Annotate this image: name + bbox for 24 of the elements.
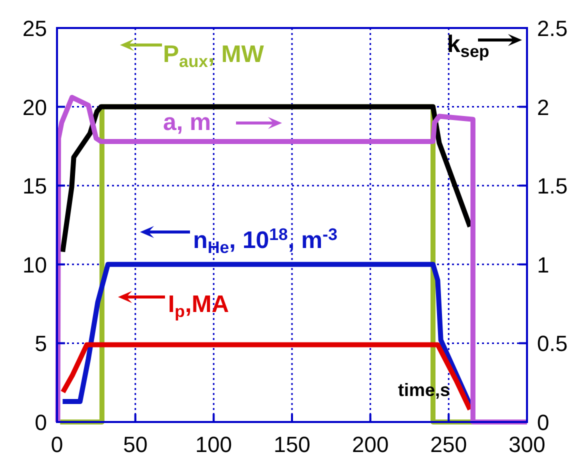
x-tick-label: 0 xyxy=(50,432,64,457)
x-tick-label: 300 xyxy=(508,432,546,457)
y-tick-label: 20 xyxy=(22,94,47,120)
y2-tick-label: 0 xyxy=(537,410,550,435)
y-tick-label: 15 xyxy=(22,174,47,199)
y2-tick-label: 1.5 xyxy=(537,174,568,199)
y-tick-label: 25 xyxy=(22,16,47,41)
y-tick-label: 5 xyxy=(34,331,47,356)
legend-label: n$_{He}$, 10$^{18}$, m$^{-3}$ xyxy=(193,225,338,258)
x-tick-label: 50 xyxy=(123,432,148,457)
series-label: a, m xyxy=(163,109,212,136)
x-tick-label: 250 xyxy=(430,432,468,457)
legend-label: I$_{p}$,MA xyxy=(168,291,229,322)
y2-tick-label: 2 xyxy=(537,94,550,120)
series-label: k$_{sep}$ xyxy=(447,31,490,62)
y-tick-label: 10 xyxy=(22,252,47,278)
x-tick-label: 200 xyxy=(352,432,389,457)
legend-label: P$_{aux}$, MW xyxy=(163,41,264,72)
x-tick-label: 100 xyxy=(195,432,232,457)
y2-tick-label: 0.5 xyxy=(537,331,568,356)
y2-tick-label: 2.5 xyxy=(537,16,568,41)
x-tick-label: 150 xyxy=(274,432,310,457)
y-tick-label: 0 xyxy=(34,410,47,435)
y2-tick-label: 1 xyxy=(537,252,550,278)
